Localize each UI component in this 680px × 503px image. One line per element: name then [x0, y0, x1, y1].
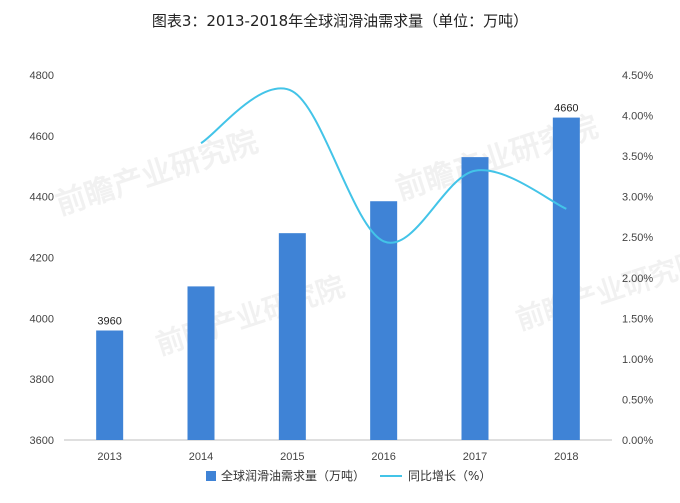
y-right-tick-label: 2.50%: [622, 232, 653, 244]
y-right-tick-label: 4.00%: [622, 111, 653, 123]
x-tick-label: 2014: [189, 451, 213, 463]
y-left-tick-label: 3600: [30, 435, 54, 447]
watermark: 前瞻产业研究院 前瞻产业研究院 前瞻产业研究院 前瞻产业研究院: [52, 109, 680, 361]
x-tick-label: 2015: [280, 451, 304, 463]
bar-2017: [461, 157, 489, 440]
y-left-tick-label: 4400: [30, 192, 54, 204]
x-tick-label: 2017: [463, 451, 487, 463]
bar-2013: [96, 330, 124, 440]
y-left-tick-label: 4200: [30, 253, 54, 265]
y-right-tick-label: 0.00%: [622, 435, 653, 447]
chart-title: 图表3：2013-2018年全球润滑油需求量（单位：万吨）: [151, 12, 529, 30]
data-label: 3960: [97, 316, 121, 328]
bar-2014: [187, 286, 215, 440]
svg-text:前瞻产业研究院: 前瞻产业研究院: [152, 270, 349, 362]
x-tick-label: 2018: [554, 451, 578, 463]
x-tick-label: 2016: [371, 451, 395, 463]
svg-text:前瞻产业研究院: 前瞻产业研究院: [512, 245, 680, 337]
data-label: 4660: [554, 103, 578, 115]
svg-text:前瞻产业研究院: 前瞻产业研究院: [52, 124, 263, 222]
bar-2015: [278, 233, 306, 440]
y-right-tick-label: 1.00%: [622, 354, 653, 366]
y-right-tick-label: 3.00%: [622, 192, 653, 204]
y-left-tick-label: 3800: [30, 374, 54, 386]
y-right-tick-label: 4.50%: [622, 70, 653, 82]
growth-line: [200, 87, 567, 244]
bar-2016: [370, 201, 398, 440]
legend-label-line: 同比增长（%）: [408, 469, 491, 483]
y-right-tick-label: 1.50%: [622, 313, 653, 325]
y-left-tick-label: 4600: [30, 131, 54, 143]
y-right-tick-label: 0.50%: [622, 394, 653, 406]
bar-2018: [552, 117, 580, 440]
y-left-tick-label: 4800: [30, 70, 54, 82]
y-right-tick-label: 3.50%: [622, 151, 653, 163]
legend-swatch-bar: [206, 471, 216, 481]
y-left-tick-label: 4000: [30, 313, 54, 325]
legend-label-bar: 全球润滑油需求量（万吨）: [221, 468, 365, 483]
y-right-tick-label: 2.00%: [622, 273, 653, 285]
x-tick-label: 2013: [97, 451, 121, 463]
